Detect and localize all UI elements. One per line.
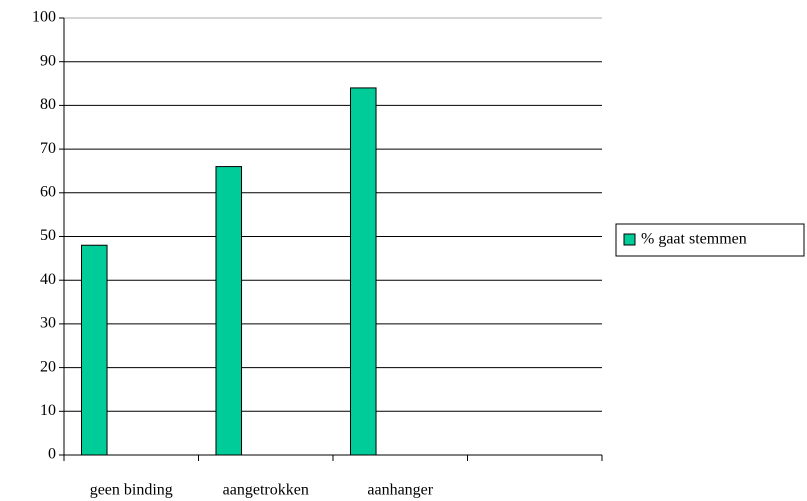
legend-frame: [615, 223, 805, 257]
y-tick-label: 90: [40, 52, 56, 69]
legend-swatch: [623, 233, 636, 246]
bar: [80, 244, 108, 456]
x-tick-label: geen binding: [90, 482, 173, 499]
y-tick-label: 80: [40, 96, 56, 113]
y-tick-label: 20: [40, 358, 56, 375]
bar: [349, 87, 377, 456]
y-tick-label: 100: [32, 9, 56, 26]
y-tick-label: 50: [40, 227, 56, 244]
x-tick-label: aanhanger: [367, 482, 433, 499]
y-tick-label: 30: [40, 315, 56, 332]
y-tick-label: 10: [40, 402, 56, 419]
x-tick-label: aangetrokken: [223, 482, 309, 499]
legend-label: % gaat stemmen: [641, 231, 747, 248]
bar: [215, 166, 243, 456]
y-tick-label: 70: [40, 140, 56, 157]
y-tick-label: 40: [40, 271, 56, 288]
y-tick-label: 60: [40, 183, 56, 200]
y-tick-label: 0: [48, 446, 56, 463]
